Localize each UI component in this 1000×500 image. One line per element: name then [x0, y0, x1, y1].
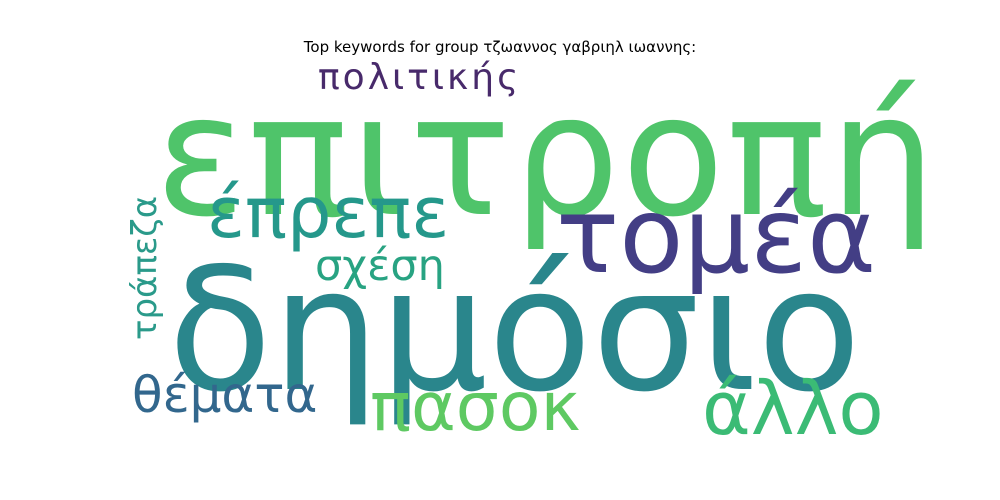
word-dimosio: δημόσιο [168, 232, 862, 430]
word-schesi: σχέση [315, 241, 445, 291]
chart-title: Top keywords for group τζωαννος γαβριηλ … [303, 38, 697, 56]
word-politikis: πολιτικής [318, 57, 522, 98]
word-themata: θέματα [132, 366, 318, 424]
word-eprepe: έπρεπε [207, 172, 450, 254]
word-allo: άλλο [702, 366, 884, 452]
word-epitropi: επιτροπή [155, 58, 938, 254]
word-trapeza: τράπεζα [125, 195, 165, 340]
word-pasok: πασοκ [370, 368, 581, 447]
word-tomea: τομέα [556, 175, 877, 297]
